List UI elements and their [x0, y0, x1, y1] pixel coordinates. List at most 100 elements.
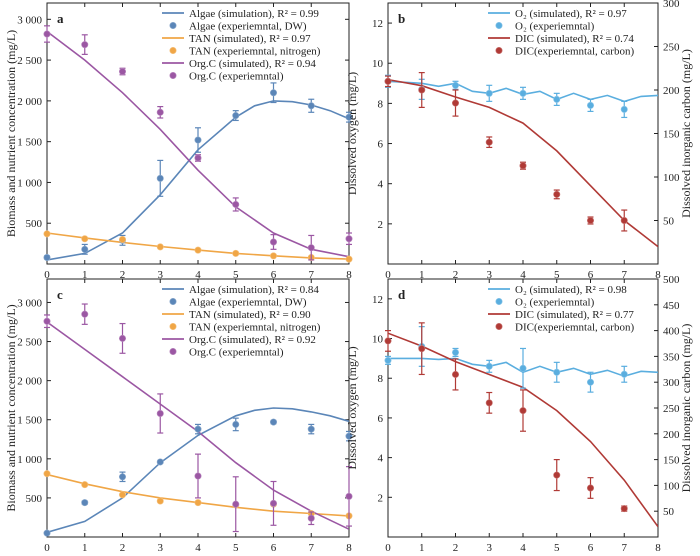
y-axis-label: Dissolved oxygen (mg/L): [345, 346, 359, 469]
y-tick-label: 2 500: [17, 337, 42, 349]
y-tick-label: 1 500: [17, 415, 42, 427]
data-point-o2: [451, 81, 459, 89]
data-point-tan: [43, 470, 51, 478]
legend-entry: Org.C (simulated), R² = 0.92: [189, 334, 316, 346]
y-axis-label: Dissolved oxygen (mg/L): [345, 72, 359, 195]
data-point-orgc: [156, 409, 164, 417]
legend-marker-orgc: [169, 72, 177, 80]
data-point-algae: [194, 136, 202, 144]
x-tick-label: 1: [82, 542, 88, 554]
y-tick-label: 12: [372, 294, 383, 306]
x-tick-label: 1: [419, 542, 425, 554]
data-point-o2: [485, 362, 493, 370]
data-point-algae: [81, 245, 89, 253]
data-point-tan: [194, 246, 202, 254]
data-point-algae: [81, 499, 89, 507]
data-point-orgc: [194, 472, 202, 480]
y-right-tick-label: 200: [663, 85, 680, 97]
panel-label: b: [398, 11, 405, 26]
x-tick-label: 8: [655, 269, 661, 281]
data-point-tan: [81, 235, 89, 243]
x-tick-label: 0: [385, 269, 391, 281]
data-point-algae: [119, 473, 127, 481]
x-tick-label: 4: [520, 542, 526, 554]
y-tick-label: 1 000: [17, 177, 42, 189]
data-point-dic: [384, 337, 392, 345]
data-point-dic: [553, 190, 561, 198]
legend-marker-dic: [495, 46, 503, 54]
y-tick-label: 4: [378, 179, 384, 191]
legend-entry: Algae (experiemntal, DW): [189, 21, 307, 33]
data-point-algae: [43, 529, 51, 537]
legend-entry: DIC(experiemntal, carbon): [515, 46, 634, 58]
y-right-tick-label: 100: [663, 480, 680, 492]
y-axis-label: Biomass and nutrient concentration (mg/L…: [4, 30, 18, 237]
x-tick-label: 5: [233, 542, 239, 554]
x-tick-label: 8: [346, 269, 352, 281]
data-point-o2: [485, 89, 493, 97]
series-line-algae: [47, 407, 349, 534]
data-point-dic: [519, 407, 527, 415]
y-tick-label: 2: [378, 492, 384, 504]
y-right-axis-label: Dissolved inorganic carbon (mg/L): [679, 49, 693, 218]
data-point-dic: [451, 370, 459, 378]
data-point-orgc: [269, 499, 277, 507]
data-point-dic: [485, 138, 493, 146]
x-tick-label: 8: [346, 542, 352, 554]
data-point-o2: [553, 368, 561, 376]
data-point-algae: [43, 253, 51, 261]
data-point-tan: [345, 255, 353, 263]
y-right-tick-label: 500: [663, 274, 680, 286]
data-point-dic: [418, 345, 426, 353]
y-right-tick-label: 50: [663, 506, 675, 518]
x-tick-label: 8: [655, 542, 661, 554]
y-right-tick-label: 300: [663, 0, 680, 10]
y-right-tick-label: 200: [663, 429, 680, 441]
legend-entry: Algae (simulation), R² = 0.99: [189, 8, 319, 20]
series-line-orgc: [47, 30, 349, 258]
data-point-orgc: [156, 108, 164, 116]
y-right-tick-label: 450: [663, 300, 680, 312]
x-tick-label: 5: [554, 542, 560, 554]
data-point-o2: [384, 356, 392, 364]
data-point-algae: [232, 112, 240, 120]
data-point-algae: [307, 102, 315, 110]
data-point-tan: [232, 249, 240, 257]
data-point-o2: [451, 348, 459, 356]
y-tick-label: 12: [372, 18, 383, 30]
legend-entry: Org.C (experiemntal): [189, 71, 284, 83]
y-tick-label: 2: [378, 219, 384, 231]
y-right-axis-label: Dissolved inorganic carbon (mg/L): [679, 324, 693, 493]
y-tick-label: 6: [378, 413, 384, 425]
legend-marker-dic: [495, 322, 503, 330]
x-tick-label: 3: [158, 269, 164, 281]
x-tick-label: 6: [588, 542, 594, 554]
data-point-o2: [620, 105, 628, 113]
y-tick-label: 6: [378, 139, 384, 151]
data-point-orgc: [269, 238, 277, 246]
data-point-dic: [418, 86, 426, 94]
data-point-dic: [620, 505, 628, 513]
data-point-orgc: [345, 235, 353, 243]
legend-entry: Org.C (simulated), R² = 0.94: [189, 58, 316, 70]
x-tick-label: 6: [271, 542, 277, 554]
data-point-tan: [194, 499, 202, 507]
data-point-orgc: [307, 244, 315, 252]
data-point-o2: [519, 364, 527, 372]
y-right-tick-label: 150: [663, 129, 680, 141]
data-point-orgc: [43, 317, 51, 325]
data-point-tan: [269, 252, 277, 260]
data-point-algae: [156, 458, 164, 466]
x-tick-label: 4: [195, 542, 201, 554]
data-point-dic: [451, 99, 459, 107]
data-point-tan: [156, 497, 164, 505]
y-tick-label: 8: [378, 98, 384, 110]
x-tick-label: 3: [487, 269, 493, 281]
data-point-orgc: [194, 154, 202, 162]
series-line-dic: [388, 78, 658, 248]
y-tick-label: 500: [26, 493, 43, 505]
x-tick-label: 7: [622, 542, 628, 554]
